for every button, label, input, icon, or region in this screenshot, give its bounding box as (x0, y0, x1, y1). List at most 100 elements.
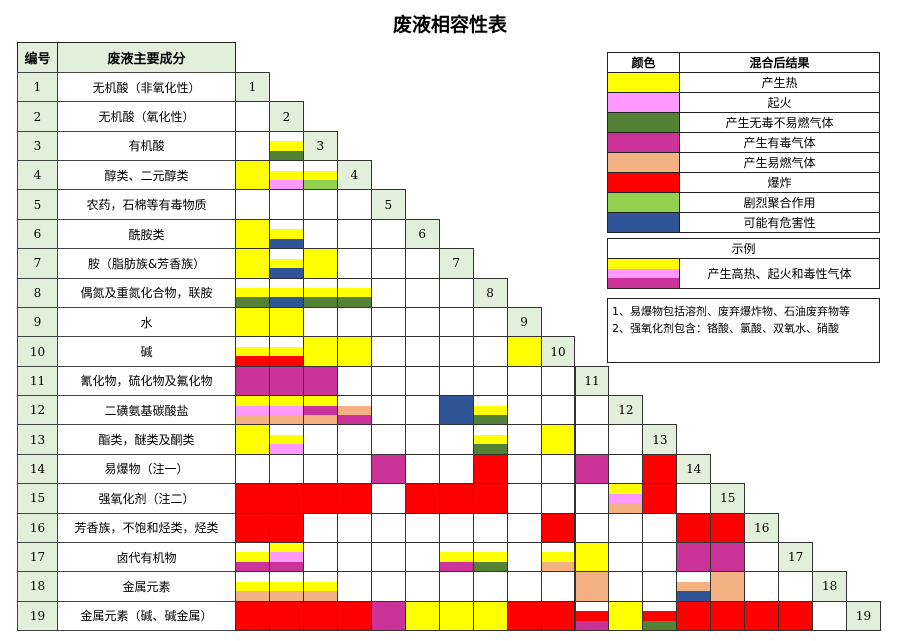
compatibility-cell (812, 600, 848, 632)
hazard-stripe (269, 307, 303, 337)
hazard-stripe (473, 552, 507, 562)
compatibility-cell (404, 424, 440, 455)
compatibility-cell (370, 541, 406, 573)
compatibility-cell (438, 424, 474, 455)
compatibility-cell (608, 600, 644, 632)
compatibility-cell (608, 571, 644, 602)
diagonal-number: 4 (336, 160, 372, 191)
row-number: 15 (17, 483, 58, 514)
hazard-stripe (711, 572, 745, 601)
compatibility-cell (506, 424, 542, 455)
compatibility-cell (235, 306, 270, 338)
compatibility-cell (438, 541, 474, 573)
example-swatch (607, 258, 680, 289)
hazard-stripe (269, 425, 303, 435)
compatibility-cell (676, 512, 712, 543)
compatibility-cell (540, 365, 576, 397)
legend-swatch (607, 132, 680, 153)
hazard-stripe (236, 366, 269, 396)
example-stripe (608, 259, 679, 269)
hazard-stripe (575, 601, 609, 612)
compatibility-cell (336, 277, 372, 308)
row-number: 16 (17, 512, 58, 543)
compatibility-cell (235, 365, 270, 397)
compatibility-cell (438, 483, 474, 514)
compatibility-cell (404, 512, 440, 543)
hazard-stripe (236, 356, 269, 366)
hazard-stripe (609, 484, 643, 494)
hazard-stripe (269, 356, 303, 366)
hazard-stripe (303, 366, 337, 396)
hazard-stripe (609, 493, 643, 504)
example-stripe (608, 278, 679, 289)
compatibility-cell (302, 365, 338, 397)
compatibility-cell (642, 483, 678, 514)
diagonal-number: 8 (472, 277, 508, 308)
compatibility-cell (302, 218, 338, 250)
compatibility-cell (642, 541, 678, 573)
diagonal-number: 1 (235, 72, 270, 103)
hazard-stripe (677, 572, 711, 582)
legend-label: 起火 (679, 92, 880, 113)
compatibility-cell (642, 453, 678, 485)
row-component-name: 偶氮及重氮化合物，联胺 (57, 277, 236, 308)
compatibility-cell (235, 395, 270, 426)
hazard-stripe (236, 405, 269, 415)
diagonal-number: 6 (404, 218, 440, 250)
compatibility-cell (235, 160, 270, 191)
compatibility-cell (302, 189, 338, 220)
hazard-stripe (236, 561, 269, 572)
compatibility-cell (540, 600, 576, 632)
hazard-stripe (643, 454, 677, 484)
compatibility-cell (336, 189, 372, 220)
compatibility-cell (676, 541, 712, 573)
compatibility-cell (302, 277, 338, 308)
diagonal-number: 15 (710, 483, 746, 514)
hazard-stripe (541, 561, 575, 572)
hazard-stripe (439, 561, 473, 572)
hazard-stripe (507, 337, 541, 366)
compatibility-cell (472, 424, 508, 455)
compatibility-cell (336, 483, 372, 514)
hazard-stripe (337, 414, 371, 425)
hazard-stripe (236, 542, 269, 553)
compatibility-cell (268, 277, 304, 308)
hazard-stripe (236, 591, 269, 601)
compatibility-cell (268, 218, 304, 250)
row-number: 8 (17, 277, 58, 308)
diagonal-number: 12 (608, 395, 644, 426)
compatibility-cell (676, 571, 712, 602)
legend-swatch (607, 172, 680, 193)
hazard-stripe (371, 601, 405, 631)
hazard-stripe (541, 552, 575, 562)
hazard-stripe (303, 572, 337, 582)
row-number: 14 (17, 453, 58, 485)
diagonal-number: 18 (812, 571, 848, 602)
compatibility-cell (235, 571, 270, 602)
compatibility-cell (268, 189, 304, 220)
compatibility-cell (676, 483, 712, 514)
hazard-stripe (677, 581, 711, 592)
compatibility-cell (438, 571, 474, 602)
compatibility-cell (268, 336, 304, 367)
compatibility-cell (404, 600, 440, 632)
hazard-stripe (269, 484, 303, 513)
compatibility-cell (302, 306, 338, 338)
legend-swatch (607, 192, 680, 213)
compatibility-cell (404, 248, 440, 279)
hazard-stripe (337, 337, 371, 366)
hazard-stripe (303, 591, 337, 601)
compatibility-cell (235, 248, 270, 279)
legend-swatch (607, 72, 680, 93)
compatibility-cell (472, 395, 508, 426)
diagonal-number: 9 (506, 306, 542, 338)
hazard-stripe (236, 337, 269, 347)
hazard-stripe (236, 414, 269, 425)
hazard-stripe (269, 249, 303, 259)
hazard-stripe (269, 150, 303, 161)
compatibility-cell (302, 395, 338, 426)
hazard-stripe (609, 601, 643, 631)
compatibility-cell (608, 483, 644, 514)
hazard-stripe (236, 513, 269, 542)
hazard-stripe (269, 542, 303, 553)
